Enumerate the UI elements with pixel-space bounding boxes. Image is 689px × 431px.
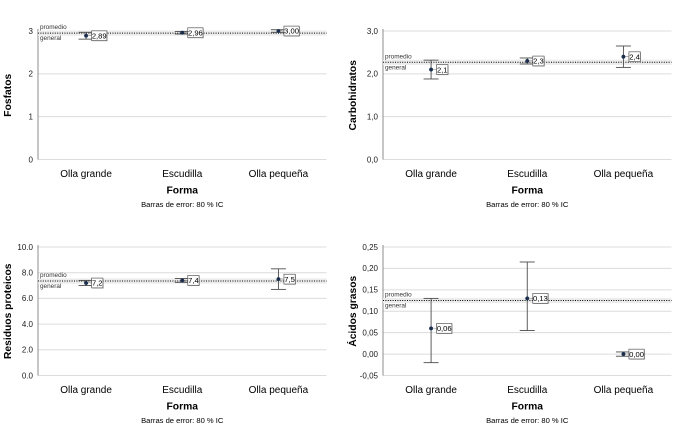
svg-text:0,06: 0,06: [436, 324, 451, 333]
svg-text:0,05: 0,05: [362, 328, 378, 337]
svg-text:0,20: 0,20: [362, 264, 378, 273]
svg-text:Olla pequeña: Olla pequeña: [249, 169, 309, 180]
svg-text:general: general: [40, 35, 61, 42]
svg-text:Escudilla: Escudilla: [507, 385, 547, 396]
svg-text:Escudilla: Escudilla: [162, 169, 202, 180]
svg-text:Ácidos grasos: Ácidos grasos: [346, 275, 359, 346]
svg-text:Fosfatos: Fosfatos: [3, 74, 14, 117]
svg-text:2,3: 2,3: [533, 57, 544, 66]
svg-text:Escudilla: Escudilla: [162, 385, 202, 396]
svg-text:Forma: Forma: [167, 401, 199, 412]
svg-text:8.0: 8.0: [22, 268, 34, 277]
svg-text:Carbohidratos: Carbohidratos: [348, 60, 359, 131]
svg-text:10.0: 10.0: [17, 242, 33, 251]
svg-text:Escudilla: Escudilla: [507, 169, 547, 180]
svg-text:0,00: 0,00: [362, 349, 378, 358]
svg-text:Olla grande: Olla grande: [405, 385, 457, 396]
svg-text:Olla pequeña: Olla pequeña: [593, 169, 653, 180]
svg-text:7,5: 7,5: [284, 274, 295, 283]
svg-text:0,10: 0,10: [362, 307, 378, 316]
svg-text:Barras de error: 80 % IC: Barras de error: 80 % IC: [486, 200, 569, 209]
svg-text:0,25: 0,25: [362, 242, 378, 251]
svg-text:Olla grande: Olla grande: [405, 169, 457, 180]
svg-text:promedio: promedio: [40, 272, 67, 279]
svg-text:Olla grande: Olla grande: [60, 169, 112, 180]
svg-text:2,89: 2,89: [92, 31, 107, 40]
svg-text:promedio: promedio: [385, 53, 412, 60]
svg-text:general: general: [40, 283, 61, 290]
svg-text:general: general: [385, 302, 406, 309]
svg-text:0,15: 0,15: [362, 285, 378, 294]
svg-text:2,4: 2,4: [629, 52, 640, 61]
svg-text:Forma: Forma: [511, 401, 543, 412]
svg-text:promedio: promedio: [385, 291, 412, 298]
svg-text:0: 0: [29, 155, 34, 164]
svg-text:promedio: promedio: [40, 24, 67, 31]
svg-text:7,2: 7,2: [92, 278, 103, 287]
svg-text:Olla pequeña: Olla pequeña: [249, 385, 309, 396]
svg-text:0.0: 0.0: [22, 371, 34, 380]
svg-text:Forma: Forma: [167, 186, 199, 197]
svg-text:-0,05: -0,05: [359, 371, 378, 380]
svg-text:0,13: 0,13: [533, 294, 548, 303]
svg-text:Barras de error: 80 % IC: Barras de error: 80 % IC: [141, 200, 224, 209]
svg-text:0,0: 0,0: [366, 155, 378, 164]
svg-text:2,0: 2,0: [366, 70, 378, 79]
svg-text:0,00: 0,00: [629, 349, 644, 358]
svg-text:4.0: 4.0: [22, 319, 34, 328]
svg-text:1,0: 1,0: [366, 112, 378, 121]
svg-text:Barras de error: 80 % IC: Barras de error: 80 % IC: [141, 415, 224, 424]
svg-text:3,00: 3,00: [284, 27, 299, 36]
svg-text:2,96: 2,96: [188, 28, 203, 37]
svg-text:2,1: 2,1: [436, 65, 447, 74]
svg-text:general: general: [385, 64, 406, 71]
svg-text:1: 1: [29, 112, 34, 121]
svg-text:7,4: 7,4: [188, 276, 199, 285]
svg-text:2: 2: [29, 70, 34, 79]
svg-text:Residuos proteicos: Residuos proteicos: [3, 263, 14, 359]
svg-text:6.0: 6.0: [22, 294, 34, 303]
svg-text:3,0: 3,0: [366, 27, 378, 36]
svg-text:Barras de error: 80 % IC: Barras de error: 80 % IC: [486, 415, 569, 424]
svg-text:Olla pequeña: Olla pequeña: [593, 385, 653, 396]
svg-text:Olla grande: Olla grande: [60, 385, 112, 396]
svg-text:2.0: 2.0: [22, 345, 34, 354]
svg-text:Forma: Forma: [511, 186, 543, 197]
svg-text:3: 3: [29, 27, 34, 36]
